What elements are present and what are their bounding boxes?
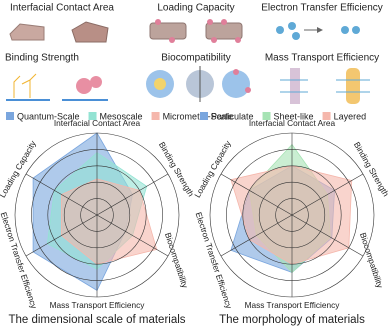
legend-swatch xyxy=(262,112,271,120)
icon xyxy=(76,78,92,94)
icon xyxy=(9,23,45,41)
axis-label: Biocompatibility xyxy=(358,231,386,290)
legend-label: Mesoscale xyxy=(100,111,143,121)
icon xyxy=(292,32,300,40)
icon xyxy=(233,69,239,75)
axis-label: Electron Transfer Efficiency xyxy=(194,211,235,311)
icon xyxy=(154,78,166,90)
icon xyxy=(346,68,360,104)
panel-label: Binding Strength xyxy=(5,53,79,64)
legend-label: Particulate xyxy=(211,111,254,121)
legend-swatch xyxy=(88,112,97,120)
axis-label: Mass Transport Efficiency xyxy=(245,300,341,310)
spoke xyxy=(25,173,98,216)
axis-label: Interfacial Contact Area xyxy=(249,118,336,128)
chart-title: The dimensional scale of materials xyxy=(8,314,185,326)
axis-label: Biocompatibility xyxy=(163,231,191,290)
spoke xyxy=(220,214,293,257)
spoke xyxy=(96,214,169,257)
legend-swatch xyxy=(6,112,14,120)
spoke xyxy=(291,173,364,216)
legend-swatch xyxy=(200,112,208,120)
axis-label: Loading Capacity xyxy=(192,138,233,199)
axis-label: Binding Strength xyxy=(157,140,197,198)
legend-label: Quantum-Scale xyxy=(17,111,80,121)
icon xyxy=(155,19,161,25)
icon xyxy=(13,73,37,98)
axis-label: Mass Transport Efficiency xyxy=(50,300,146,310)
icon xyxy=(290,68,300,104)
icon xyxy=(276,26,284,34)
icon xyxy=(222,70,250,98)
legend-label: Micrometer-Scale xyxy=(163,111,234,121)
spoke xyxy=(25,214,98,257)
icon xyxy=(341,26,349,34)
spoke xyxy=(220,173,293,216)
legend-swatch xyxy=(151,112,160,120)
legend-swatch xyxy=(322,112,331,120)
axis-label: Binding Strength xyxy=(352,140,390,198)
panel-label: Biocompatibility xyxy=(161,53,230,64)
panel-label: Loading Capacity xyxy=(157,3,234,14)
icon xyxy=(235,37,241,43)
panel-label: Mass Transport Efficiency xyxy=(265,53,379,64)
top-panel: Interfacial Contact Area Loading Capacit… xyxy=(5,3,383,104)
legend-label: Sheet-like xyxy=(274,111,314,121)
legend-label: Layered xyxy=(334,111,367,121)
icon xyxy=(207,19,213,25)
spoke xyxy=(291,214,364,257)
axis-label: Interfacial Contact Area xyxy=(54,118,141,128)
icon xyxy=(169,37,175,43)
spoke xyxy=(96,173,169,216)
icon xyxy=(245,87,251,93)
icon xyxy=(205,22,243,40)
icon xyxy=(288,22,296,30)
chart-title: The morphology of materials xyxy=(219,314,365,326)
icon xyxy=(149,22,187,40)
panel-label: Electron Transfer Efficiency xyxy=(261,3,383,14)
icon xyxy=(71,21,109,43)
panel-label: Interfacial Contact Area xyxy=(10,3,114,14)
icon xyxy=(90,76,102,88)
icon xyxy=(352,26,360,34)
icon xyxy=(211,37,217,43)
icon xyxy=(221,19,227,25)
